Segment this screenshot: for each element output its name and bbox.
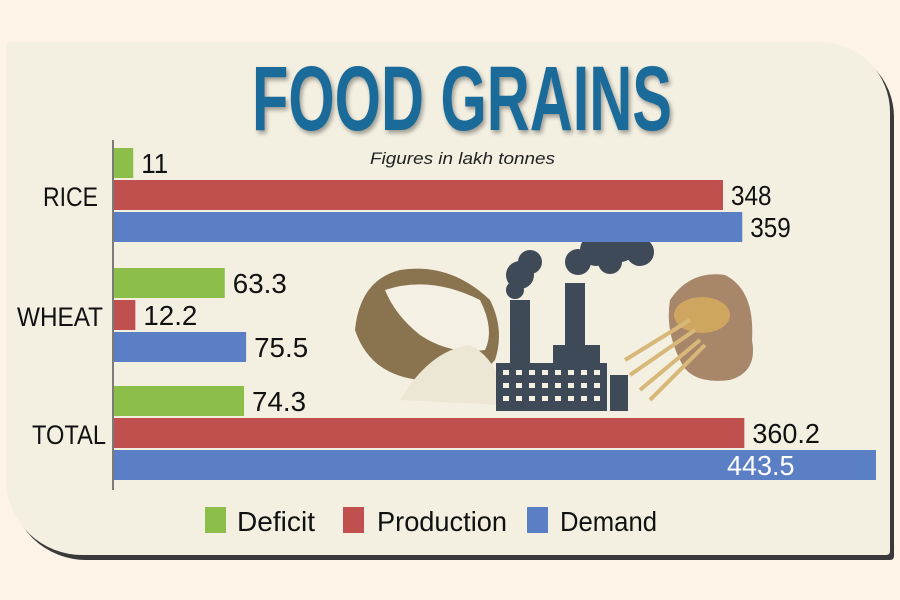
chart-title: FOOD GRAINS [252,48,672,150]
category-label-wheat: WHEAT [17,302,103,332]
rice-sack-icon [355,268,505,405]
category-labels: RICE WHEAT TOTAL [17,182,106,450]
legend-swatch-deficit [205,507,226,533]
data-label-production-total: 360.2 [752,418,820,449]
data-label-demand-wheat: 75.5 [254,332,308,363]
data-label-deficit-rice: 11 [141,148,168,179]
data-label-production-rice: 348 [731,180,772,211]
legend: Deficit Production Demand [205,506,657,537]
data-label-deficit-total: 74.3 [252,386,306,417]
legend-label-demand: Demand [560,506,657,537]
chart-subtitle: Figures in lakh tonnes [370,149,556,168]
bar-deficit-wheat [114,268,225,298]
bar-demand-rice [114,212,743,242]
bar-production-total [114,418,745,448]
legend-swatch-demand [527,507,548,533]
data-label-demand-rice: 359 [750,212,791,243]
bar-production-wheat [114,300,136,330]
bar-deficit-rice [114,148,134,178]
category-label-total: TOTAL [32,420,106,450]
bar-production-rice [114,180,723,210]
bar-demand-total [114,450,876,480]
data-label-deficit-wheat: 63.3 [233,268,287,299]
bar-deficit-total [114,386,245,416]
legend-label-deficit: Deficit [237,506,315,537]
data-label-demand-total: 443.5 [727,450,795,481]
bar-demand-wheat [114,332,247,362]
legend-swatch-production [343,507,364,533]
legend-label-production: Production [377,506,507,537]
illustration [355,228,754,411]
data-label-production-wheat: 12.2 [143,300,197,331]
wheat-sack-icon [623,274,754,402]
category-label-rice: RICE [43,182,98,212]
